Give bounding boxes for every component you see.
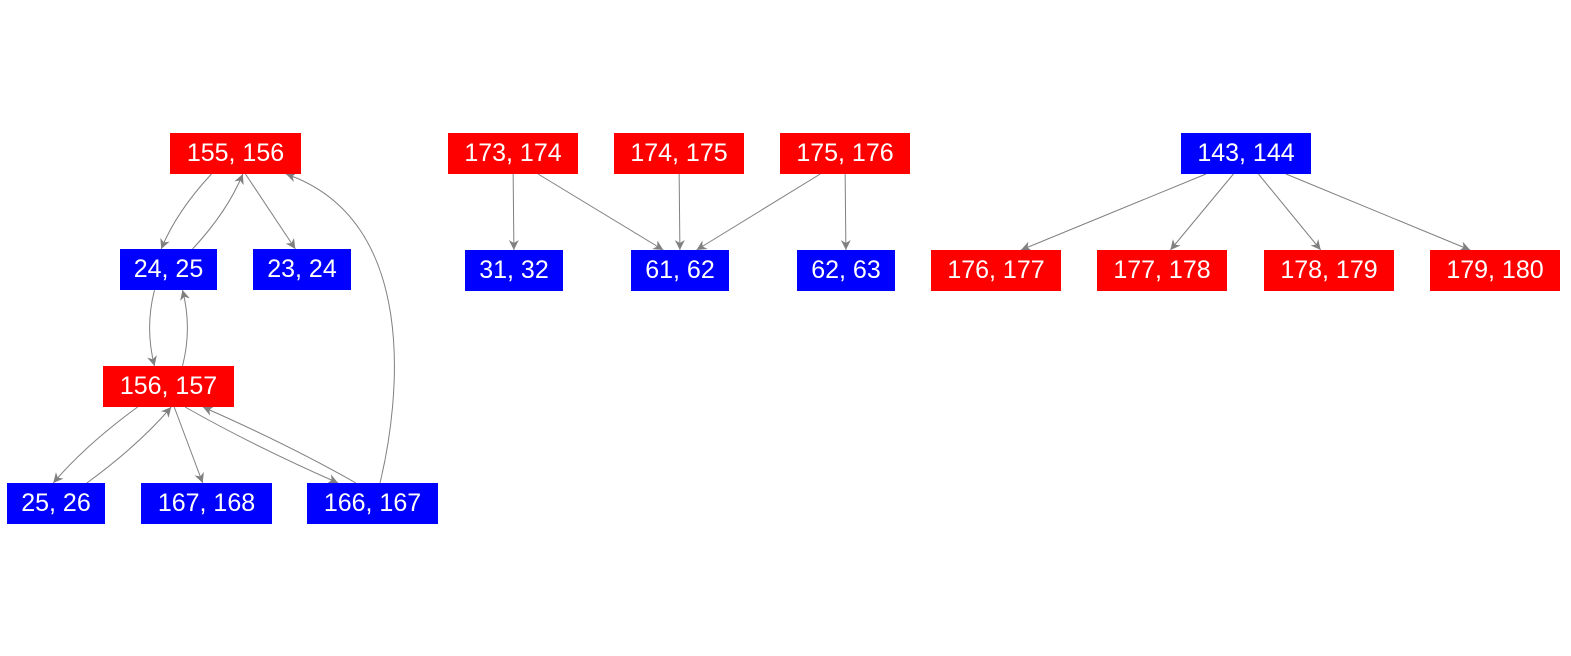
graph-node: 178, 179: [1264, 250, 1394, 291]
edge-arrow: [696, 173, 821, 251]
graph-node: 24, 25: [120, 249, 217, 290]
graph-node: 155, 156: [170, 133, 301, 174]
graph-node: 25, 26: [7, 483, 105, 524]
graph-node: 143, 144: [1181, 133, 1311, 174]
graph-node: 176, 177: [931, 250, 1061, 291]
edge-arrow: [173, 406, 204, 484]
edge-arrow: [1170, 173, 1234, 251]
edge-arrow: [52, 406, 138, 484]
edge-arrow: [245, 173, 296, 250]
edge-arrow: [202, 406, 357, 484]
edge-arrow: [285, 172, 395, 484]
graph-node: 167, 168: [141, 483, 272, 524]
graph-node: 156, 157: [103, 366, 234, 407]
graph-node: 177, 178: [1097, 250, 1227, 291]
edge-arrow: [1285, 173, 1471, 251]
graph-node: 62, 63: [797, 250, 895, 291]
edge-arrow: [674, 173, 685, 251]
edge-arrow: [184, 406, 339, 484]
graph-node: 173, 174: [448, 133, 578, 174]
edge-arrow: [508, 173, 519, 251]
edge-arrow: [840, 173, 851, 251]
graph-node: 31, 32: [465, 250, 563, 291]
graph-node: 61, 62: [631, 250, 729, 291]
edge-arrow: [86, 406, 172, 484]
graph-node: 174, 175: [614, 133, 744, 174]
edge-arrow: [147, 289, 157, 367]
edge-arrow: [160, 173, 212, 250]
edge-arrow: [180, 289, 190, 367]
edge-arrow: [537, 173, 664, 251]
edge-arrow: [1020, 173, 1207, 251]
graph-node: 175, 176: [780, 133, 910, 174]
graph-node: 166, 167: [307, 483, 438, 524]
graph-node: 179, 180: [1430, 250, 1560, 291]
graph-node: 23, 24: [253, 249, 351, 290]
edge-arrow: [192, 173, 244, 250]
edge-arrow: [1258, 173, 1322, 251]
